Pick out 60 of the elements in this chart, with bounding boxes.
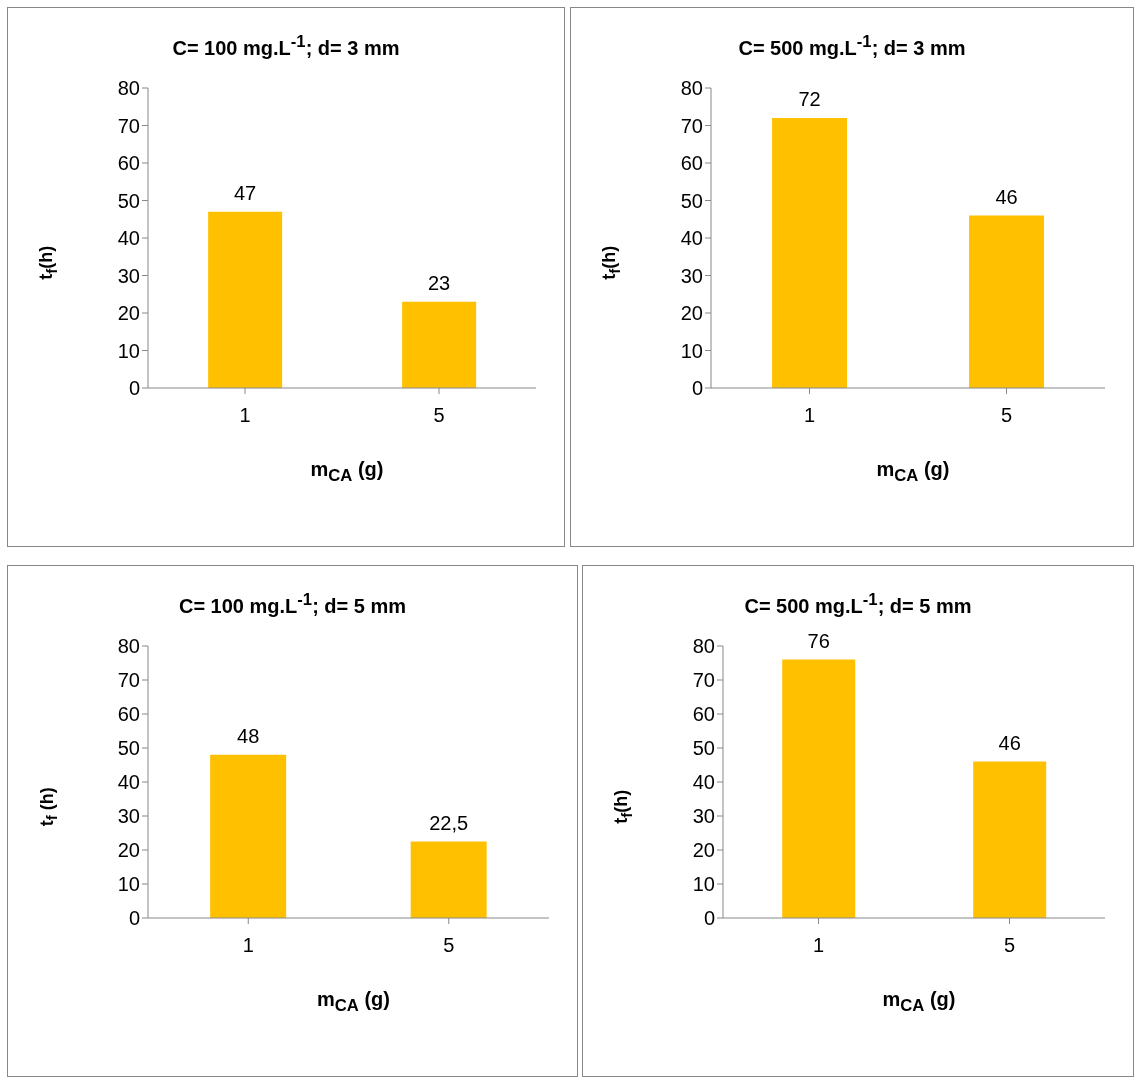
y-tick-label: 60 bbox=[680, 152, 703, 175]
y-tick-label: 20 bbox=[692, 839, 715, 862]
x-tick-label: 1 bbox=[242, 934, 254, 957]
y-tick-label: 0 bbox=[703, 907, 715, 930]
chart-title: C= 100 mg.L$^{-1}$; d= 5 mm bbox=[178, 590, 407, 617]
y-tick-label: 30 bbox=[692, 805, 715, 828]
y-tick-label: 80 bbox=[692, 635, 715, 658]
y-tick-label: 0 bbox=[128, 907, 140, 930]
y-tick-label: 60 bbox=[692, 703, 715, 726]
data-label: 47 bbox=[234, 181, 257, 204]
x-axis-title: m$_{CA}$ (g) bbox=[876, 458, 950, 485]
x-axis-title: m$_{CA}$ (g) bbox=[317, 988, 390, 1015]
data-label: 76 bbox=[807, 629, 830, 652]
y-tick-label: 30 bbox=[680, 264, 703, 287]
x-tick-label: 1 bbox=[239, 404, 251, 427]
y-tick-label: 20 bbox=[117, 839, 140, 862]
y-tick-label: 20 bbox=[680, 302, 703, 325]
y-tick-label: 50 bbox=[692, 737, 715, 760]
x-tick-label: 5 bbox=[1000, 404, 1013, 427]
y-tick-label: 70 bbox=[117, 114, 140, 137]
x-axis-title: m$_{CA}$ (g) bbox=[310, 458, 384, 485]
x-tick-label: 5 bbox=[443, 934, 455, 957]
y-tick-label: 40 bbox=[692, 771, 715, 794]
y-tick-label: 40 bbox=[117, 227, 140, 250]
y-tick-label: 50 bbox=[117, 189, 140, 212]
y-tick-label: 10 bbox=[117, 339, 140, 362]
data-label: 46 bbox=[995, 185, 1018, 208]
x-tick-label: 1 bbox=[812, 934, 825, 957]
y-tick-label: 80 bbox=[117, 77, 140, 100]
y-tick-label: 30 bbox=[117, 264, 140, 287]
x-tick-label: 1 bbox=[803, 404, 816, 427]
y-tick-label: 50 bbox=[117, 737, 140, 760]
y-tick-label: 60 bbox=[117, 152, 140, 175]
y-tick-label: 0 bbox=[128, 377, 140, 400]
y-tick-label: 10 bbox=[680, 339, 703, 362]
chart-title: C= 100 mg.L$^{-1}$; d= 3 mm bbox=[172, 32, 400, 59]
y-tick-label: 80 bbox=[117, 635, 140, 658]
y-tick-label: 50 bbox=[680, 189, 703, 212]
y-tick-label: 10 bbox=[692, 873, 715, 896]
y-tick-label: 70 bbox=[692, 669, 715, 692]
y-tick-label: 30 bbox=[117, 805, 140, 828]
chart-title: C= 500 mg.L$^{-1}$; d= 3 mm bbox=[738, 32, 966, 59]
data-label: 48 bbox=[237, 724, 260, 747]
data-label: 22,5 bbox=[429, 811, 469, 834]
chart-title: C= 500 mg.L$^{-1}$; d= 5 mm bbox=[744, 590, 972, 617]
y-tick-label: 40 bbox=[680, 227, 703, 250]
data-label: 46 bbox=[998, 731, 1021, 754]
y-tick-label: 70 bbox=[117, 669, 140, 692]
x-tick-label: 5 bbox=[433, 404, 445, 427]
y-tick-label: 0 bbox=[691, 377, 703, 400]
y-tick-label: 40 bbox=[117, 771, 140, 794]
y-tick-label: 20 bbox=[117, 302, 140, 325]
data-label: 72 bbox=[798, 88, 821, 110]
x-tick-label: 5 bbox=[1003, 934, 1016, 957]
y-tick-label: 10 bbox=[117, 873, 140, 896]
x-axis-title: m$_{CA}$ (g) bbox=[882, 988, 956, 1015]
y-tick-label: 70 bbox=[680, 114, 703, 137]
y-tick-label: 80 bbox=[680, 77, 703, 100]
y-tick-label: 60 bbox=[117, 703, 140, 726]
data-label: 23 bbox=[428, 271, 451, 294]
